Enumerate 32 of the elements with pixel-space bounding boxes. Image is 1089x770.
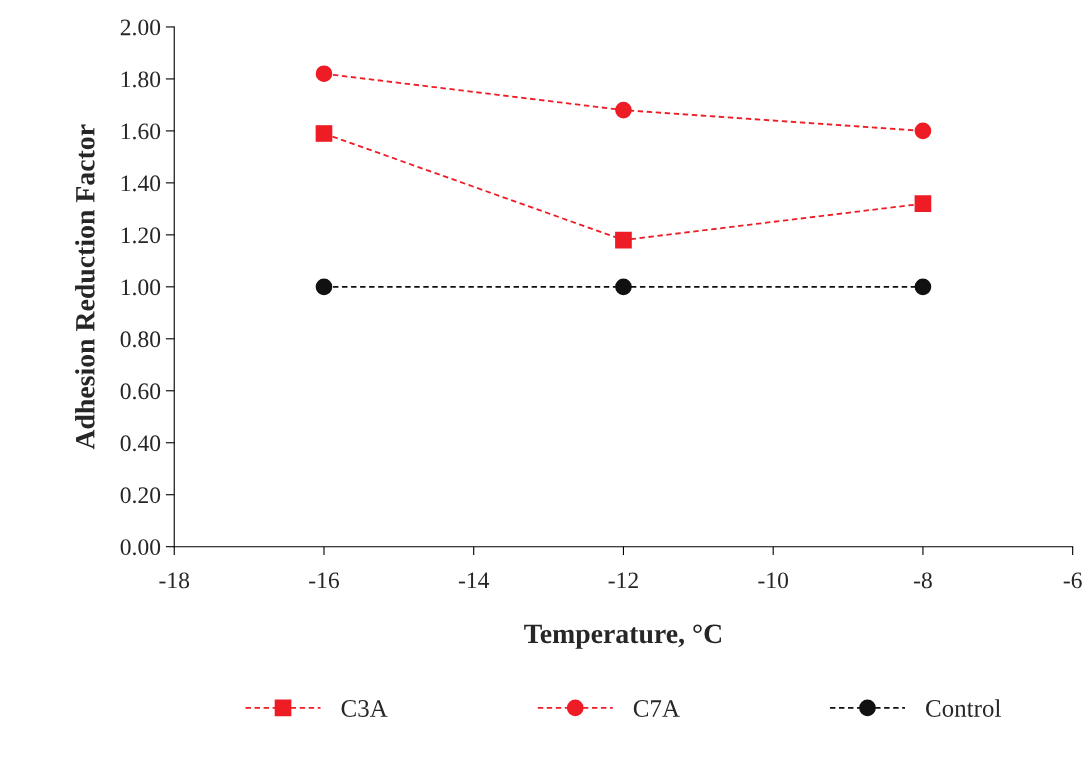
y-tick-label: 1.00 <box>121 279 161 296</box>
point <box>615 231 632 249</box>
x-tick-label: -10 <box>758 572 789 589</box>
point <box>315 125 333 142</box>
y-tick-label: 0.80 <box>120 331 161 348</box>
x-tick-label: -14 <box>458 572 490 589</box>
point <box>914 278 932 296</box>
y-tick-label: 0.00 <box>120 539 161 556</box>
x-tick-label: -6 <box>1063 572 1082 589</box>
y-tick-label: 0.60 <box>120 383 161 400</box>
legend-label: C3A <box>341 700 388 717</box>
point <box>615 278 632 296</box>
y-tick-label: 1.80 <box>121 71 161 88</box>
legend-label: Control <box>926 699 1001 717</box>
legend-label: C7A <box>633 700 680 717</box>
y-tick-label: 1.20 <box>121 227 161 244</box>
y-tick-label: 0.40 <box>120 435 161 452</box>
x-tick-label: -16 <box>309 572 340 589</box>
x-tick-label: -8 <box>913 572 932 589</box>
y-tick-label: 2.00 <box>120 19 161 36</box>
y-tick-label: 1.60 <box>121 123 161 140</box>
x-axis-title: Temperature, °C <box>524 624 722 649</box>
y-tick-label: 0.20 <box>120 487 161 504</box>
point <box>315 65 333 83</box>
point <box>615 101 632 119</box>
x-tick-label: -18 <box>159 572 190 589</box>
x-tick-label: -12 <box>608 572 638 589</box>
y-axis-title: Adhesion Reduction Factor <box>75 124 95 450</box>
point <box>914 122 932 140</box>
y-tick-label: 1.40 <box>121 175 161 192</box>
point <box>315 278 333 296</box>
point <box>914 195 932 212</box>
